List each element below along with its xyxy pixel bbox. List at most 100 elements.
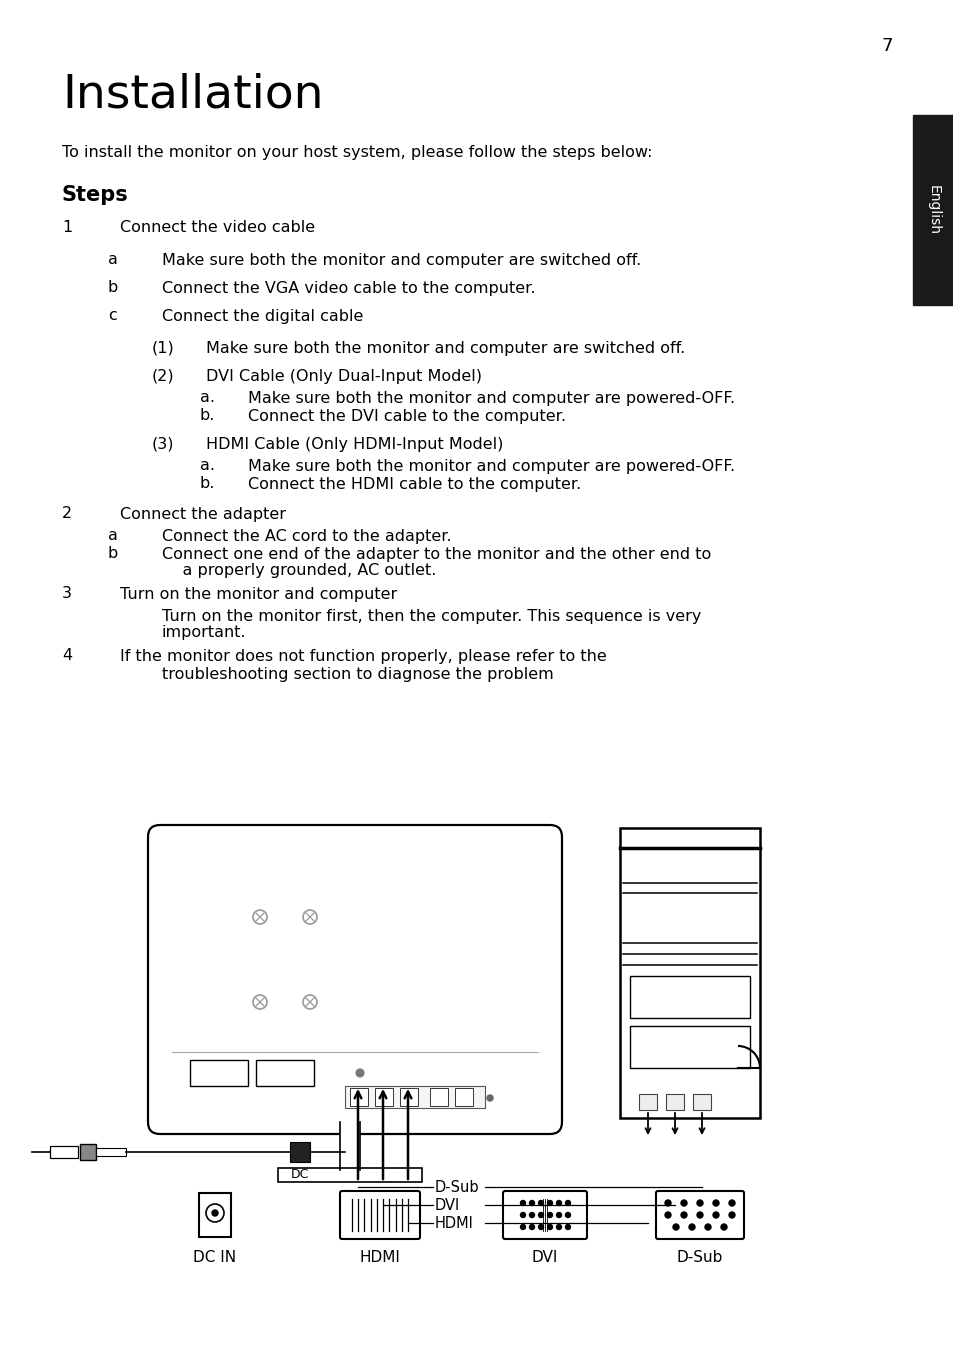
Text: 4: 4 [62, 649, 72, 664]
Text: English: English [925, 185, 940, 235]
Circle shape [547, 1201, 552, 1206]
Text: (2): (2) [152, 368, 174, 383]
Text: a.: a. [200, 390, 214, 405]
Circle shape [728, 1201, 734, 1206]
Text: a: a [108, 528, 118, 543]
Circle shape [212, 1210, 218, 1216]
Text: HDMI: HDMI [435, 1216, 474, 1231]
Circle shape [486, 1095, 493, 1101]
Circle shape [680, 1212, 686, 1218]
Circle shape [520, 1213, 525, 1217]
Circle shape [529, 1224, 534, 1229]
Text: a: a [108, 252, 118, 267]
Circle shape [680, 1201, 686, 1206]
Circle shape [206, 1203, 224, 1223]
Text: DVI: DVI [435, 1198, 459, 1213]
Circle shape [565, 1224, 570, 1229]
Text: Connect the AC cord to the adapter.: Connect the AC cord to the adapter. [162, 528, 451, 543]
Circle shape [556, 1213, 561, 1217]
Bar [619, 828, 760, 1118]
Text: Make sure both the monitor and computer are switched off.: Make sure both the monitor and computer … [206, 341, 684, 356]
Text: Steps: Steps [62, 185, 129, 205]
Text: a properly grounded, AC outlet.: a properly grounded, AC outlet. [162, 563, 436, 578]
Text: b.: b. [200, 476, 215, 491]
Circle shape [253, 995, 267, 1009]
Bar [80, 1144, 96, 1160]
Text: important.: important. [162, 624, 247, 639]
Bar [399, 1088, 417, 1106]
Bar [199, 1192, 231, 1238]
Bar [629, 976, 749, 1019]
Circle shape [728, 1212, 734, 1218]
Bar [912, 115, 953, 305]
Text: 1: 1 [62, 220, 72, 235]
Text: Turn on the monitor and computer: Turn on the monitor and computer [120, 586, 396, 601]
FancyBboxPatch shape [339, 1191, 419, 1239]
Circle shape [556, 1201, 561, 1206]
Circle shape [565, 1201, 570, 1206]
Text: b.: b. [200, 408, 215, 423]
Text: 7: 7 [881, 37, 892, 55]
Circle shape [537, 1213, 543, 1217]
Bar [96, 1149, 126, 1155]
Circle shape [529, 1201, 534, 1206]
Text: Make sure both the monitor and computer are powered-OFF.: Make sure both the monitor and computer … [248, 459, 735, 474]
Bar [190, 1060, 248, 1086]
Bar [455, 1088, 473, 1106]
Circle shape [547, 1224, 552, 1229]
Text: a.: a. [200, 459, 214, 474]
Text: 3: 3 [62, 586, 71, 601]
Circle shape [697, 1201, 702, 1206]
Bar [629, 1025, 749, 1068]
Bar [290, 1142, 310, 1162]
Circle shape [720, 1224, 726, 1229]
Circle shape [355, 1069, 364, 1077]
Text: DVI: DVI [531, 1250, 558, 1265]
Text: To install the monitor on your host system, please follow the steps below:: To install the monitor on your host syst… [62, 145, 652, 160]
FancyBboxPatch shape [656, 1191, 743, 1239]
Text: troubleshooting section to diagnose the problem: troubleshooting section to diagnose the … [162, 667, 553, 682]
Circle shape [704, 1224, 710, 1229]
Text: HDMI Cable (Only HDMI-Input Model): HDMI Cable (Only HDMI-Input Model) [206, 437, 503, 452]
Text: Connect the adapter: Connect the adapter [120, 507, 286, 522]
Text: D-Sub: D-Sub [676, 1250, 722, 1265]
Text: D-Sub: D-Sub [435, 1180, 479, 1195]
Circle shape [688, 1224, 695, 1229]
Circle shape [697, 1212, 702, 1218]
Circle shape [303, 995, 316, 1009]
Circle shape [537, 1224, 543, 1229]
Circle shape [664, 1201, 670, 1206]
Circle shape [253, 910, 267, 924]
Circle shape [556, 1224, 561, 1229]
Text: Make sure both the monitor and computer are switched off.: Make sure both the monitor and computer … [162, 252, 640, 267]
Text: Turn on the monitor first, then the computer. This sequence is very: Turn on the monitor first, then the comp… [162, 608, 700, 623]
Bar [339, 1123, 359, 1170]
Text: Connect one end of the adapter to the monitor and the other end to: Connect one end of the adapter to the mo… [162, 546, 711, 561]
FancyBboxPatch shape [148, 826, 561, 1134]
Text: b: b [108, 546, 118, 561]
Text: Connect the digital cable: Connect the digital cable [162, 308, 363, 323]
Bar [255, 1060, 314, 1086]
Text: DC IN: DC IN [193, 1250, 236, 1265]
Circle shape [565, 1213, 570, 1217]
Circle shape [537, 1201, 543, 1206]
Circle shape [712, 1201, 719, 1206]
Text: Connect the HDMI cable to the computer.: Connect the HDMI cable to the computer. [248, 476, 580, 491]
Text: HDMI: HDMI [359, 1250, 400, 1265]
Circle shape [520, 1224, 525, 1229]
Bar [692, 1094, 710, 1110]
Bar [430, 1088, 448, 1106]
Circle shape [664, 1212, 670, 1218]
Circle shape [520, 1201, 525, 1206]
Bar [375, 1088, 393, 1106]
Text: (3): (3) [152, 437, 174, 452]
Text: Connect the VGA video cable to the computer.: Connect the VGA video cable to the compu… [162, 281, 535, 296]
Circle shape [529, 1213, 534, 1217]
Text: Installation: Installation [62, 73, 323, 118]
Bar [277, 1168, 421, 1181]
Text: If the monitor does not function properly, please refer to the: If the monitor does not function properl… [120, 649, 606, 664]
Text: b: b [108, 281, 118, 296]
Bar [639, 1094, 657, 1110]
FancyBboxPatch shape [502, 1191, 586, 1239]
Text: Connect the DVI cable to the computer.: Connect the DVI cable to the computer. [248, 408, 565, 423]
